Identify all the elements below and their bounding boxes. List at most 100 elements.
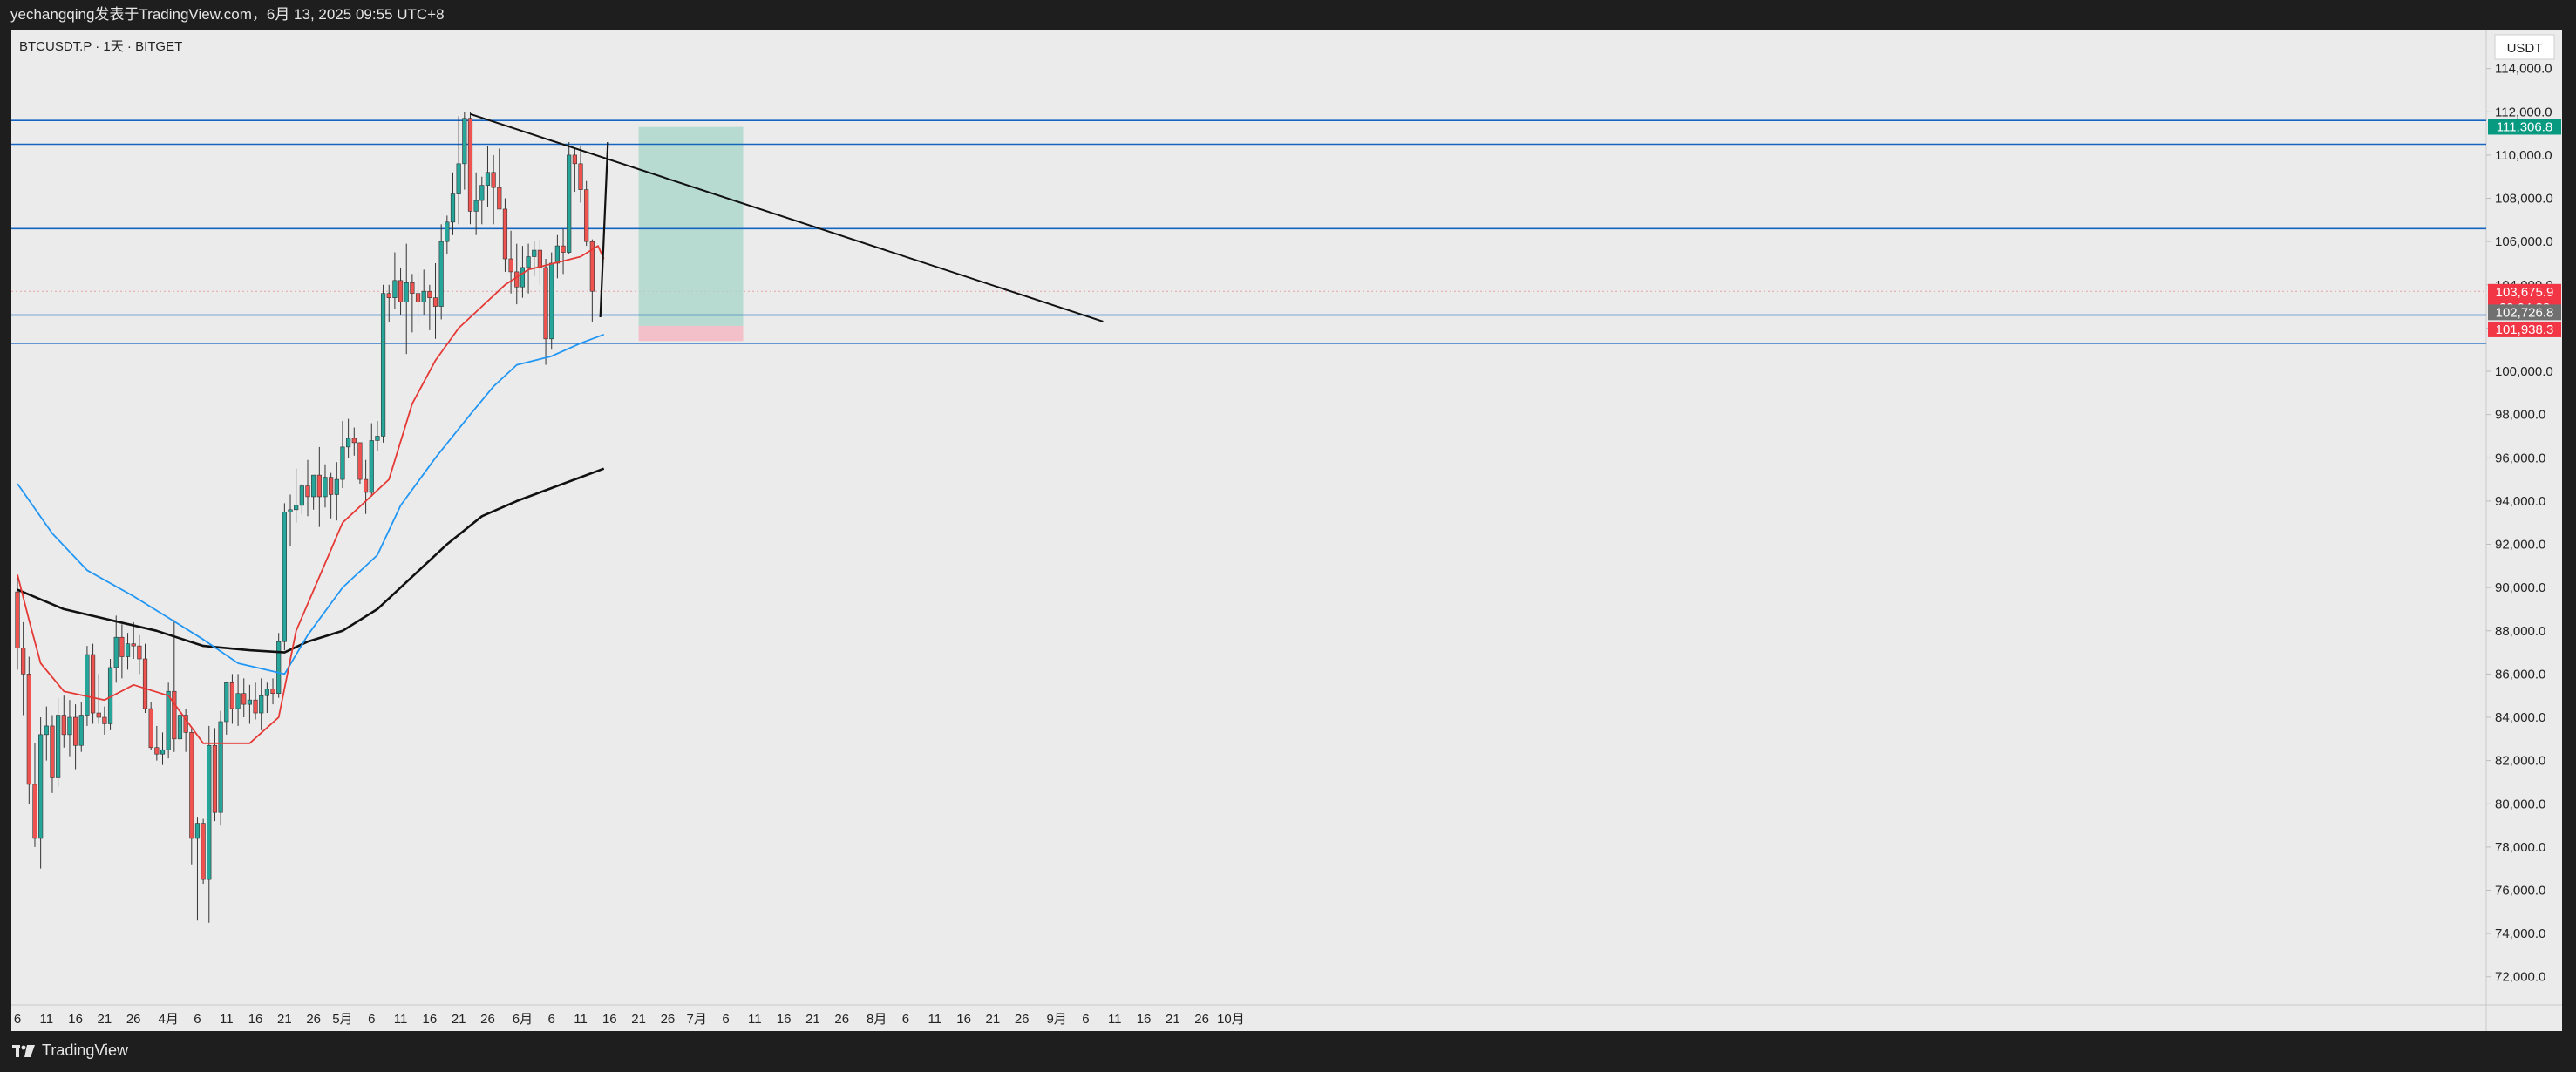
candle[interactable]	[514, 243, 520, 305]
candle[interactable]	[189, 728, 194, 865]
candle[interactable]	[305, 459, 310, 517]
drawn-stroke[interactable]	[599, 141, 609, 318]
candle[interactable]	[119, 624, 125, 679]
candle[interactable]	[363, 459, 369, 514]
candle[interactable]	[334, 462, 339, 521]
candle[interactable]	[520, 246, 526, 298]
candle[interactable]	[502, 198, 508, 272]
candle[interactable]	[107, 659, 113, 730]
candle[interactable]	[526, 243, 531, 294]
currency-box[interactable]	[2494, 34, 2555, 60]
ema-blue-line[interactable]	[17, 333, 605, 675]
candle[interactable]	[183, 709, 188, 752]
candle[interactable]	[380, 284, 386, 443]
candle[interactable]	[340, 421, 345, 489]
candle[interactable]	[148, 702, 153, 750]
candle[interactable]	[584, 180, 589, 247]
candle[interactable]	[450, 172, 456, 235]
candle[interactable]	[357, 442, 363, 485]
candle[interactable]	[78, 702, 84, 752]
candle[interactable]	[61, 695, 66, 748]
candle[interactable]	[351, 427, 357, 456]
candle[interactable]	[445, 215, 450, 255]
position-loss-zone[interactable]	[638, 325, 744, 342]
candle[interactable]	[21, 621, 26, 716]
candle[interactable]	[32, 743, 37, 847]
candle[interactable]	[532, 241, 537, 276]
candle[interactable]	[375, 421, 380, 451]
candle[interactable]	[392, 252, 398, 309]
candle[interactable]	[462, 112, 467, 190]
ema-black-line[interactable]	[17, 467, 605, 654]
candle[interactable]	[212, 728, 218, 822]
candle[interactable]	[346, 418, 351, 458]
candle[interactable]	[282, 503, 287, 651]
candle[interactable]	[131, 621, 136, 660]
candle[interactable]	[253, 682, 258, 720]
candle[interactable]	[264, 682, 269, 714]
candle[interactable]	[270, 678, 275, 705]
candle[interactable]	[90, 643, 96, 724]
candle[interactable]	[578, 146, 583, 203]
candle[interactable]	[432, 262, 438, 339]
candle[interactable]	[589, 239, 595, 322]
candle[interactable]	[311, 474, 316, 510]
candle[interactable]	[404, 243, 409, 355]
candle[interactable]	[438, 224, 444, 320]
candle[interactable]	[276, 633, 282, 698]
candle[interactable]	[316, 446, 322, 527]
candle[interactable]	[137, 634, 142, 675]
candle[interactable]	[201, 818, 206, 885]
position-profit-zone[interactable]	[638, 126, 744, 326]
candle[interactable]	[224, 682, 229, 735]
candle[interactable]	[485, 146, 491, 207]
candle[interactable]	[247, 684, 253, 724]
candle[interactable]	[26, 656, 31, 804]
candle[interactable]	[73, 704, 78, 770]
candle[interactable]	[142, 643, 148, 714]
candle[interactable]	[85, 646, 90, 726]
candle[interactable]	[294, 468, 299, 523]
candle[interactable]	[160, 732, 166, 765]
candle[interactable]	[172, 620, 177, 752]
candle[interactable]	[235, 674, 241, 726]
candle[interactable]	[154, 725, 160, 761]
candle[interactable]	[415, 271, 421, 324]
candle[interactable]	[299, 484, 304, 514]
candle[interactable]	[554, 234, 560, 279]
candle[interactable]	[479, 176, 485, 225]
candle[interactable]	[259, 678, 264, 730]
candle[interactable]	[288, 494, 293, 546]
candle[interactable]	[166, 682, 171, 759]
candle[interactable]	[218, 710, 223, 826]
candle[interactable]	[427, 284, 432, 330]
candle[interactable]	[56, 697, 61, 787]
candle[interactable]	[329, 472, 334, 519]
candle[interactable]	[67, 700, 72, 757]
candle[interactable]	[369, 423, 374, 497]
candle[interactable]	[508, 230, 513, 294]
candle[interactable]	[567, 142, 572, 255]
candle[interactable]	[125, 633, 131, 670]
trendline[interactable]	[470, 112, 1104, 322]
candle[interactable]	[323, 464, 328, 508]
candle[interactable]	[473, 172, 479, 235]
tradingview-logo[interactable]: TradingView	[12, 1041, 128, 1060]
candle[interactable]	[572, 148, 577, 193]
candle[interactable]	[467, 112, 473, 225]
candle[interactable]	[398, 267, 404, 315]
ema-red-line[interactable]	[17, 245, 605, 744]
candle[interactable]	[177, 702, 183, 748]
candle[interactable]	[229, 674, 235, 724]
candle[interactable]	[44, 706, 49, 761]
candle[interactable]	[194, 817, 201, 921]
candle[interactable]	[386, 284, 391, 322]
candle[interactable]	[456, 116, 461, 225]
candle[interactable]	[102, 706, 107, 735]
candle[interactable]	[241, 678, 247, 718]
candle[interactable]	[38, 717, 44, 869]
candle[interactable]	[50, 715, 55, 793]
candle[interactable]	[421, 269, 426, 315]
candle[interactable]	[113, 615, 119, 683]
price-axis-area[interactable]	[2486, 30, 2562, 1031]
